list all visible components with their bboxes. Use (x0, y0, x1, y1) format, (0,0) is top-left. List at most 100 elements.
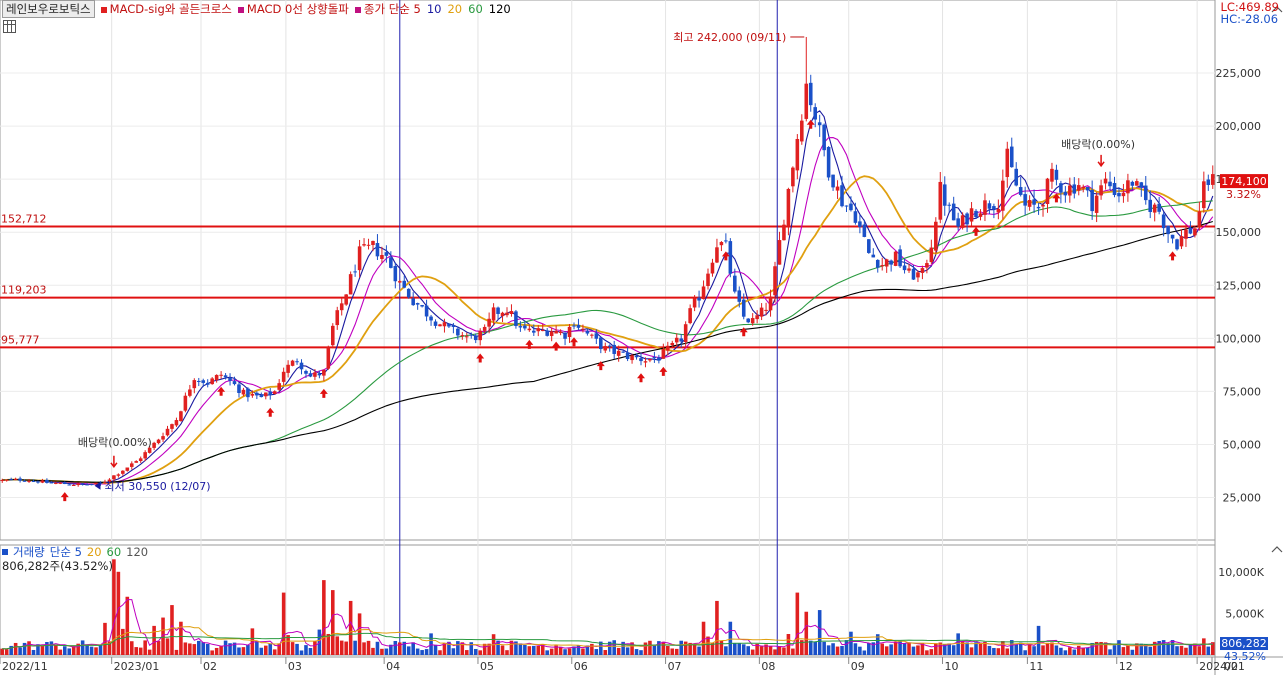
volume-bar (518, 643, 523, 655)
candle-body (58, 482, 63, 484)
volume-bar (31, 649, 36, 655)
candle-body (1193, 228, 1197, 236)
volume-bar (433, 644, 438, 655)
candle-body (701, 286, 706, 300)
candle-body (978, 213, 983, 217)
candle-body (402, 280, 407, 288)
volume-bar (969, 647, 974, 655)
volume-bar (737, 643, 742, 655)
candle-body (1005, 148, 1010, 178)
candle-body (1103, 178, 1108, 184)
buy-signal-arrow (972, 226, 981, 236)
candle-body (411, 298, 415, 306)
candle-body (241, 389, 246, 395)
volume-bar (487, 643, 491, 655)
vol-ma60-line (2, 632, 1213, 650)
volume-bar (1072, 649, 1077, 655)
date-tick-label: 2022/11 (2, 660, 48, 673)
candle-body (429, 316, 433, 321)
volume-bar (143, 640, 147, 655)
ma-legend: 종가 단순 5 (354, 1, 421, 17)
candle-body (1148, 199, 1153, 213)
candle-body (706, 273, 710, 287)
scroll-up-icon[interactable] (1271, 546, 1283, 553)
volume-bar (500, 645, 505, 655)
candle-body (960, 215, 965, 228)
volume-bar (831, 643, 835, 655)
volume-bar (701, 621, 706, 655)
candle-body (808, 82, 813, 106)
candle-body (433, 321, 438, 326)
volume-bar (867, 642, 871, 655)
candle-body (295, 361, 299, 363)
buy-signal-arrow (60, 492, 69, 502)
date-tick-label: 07 (668, 660, 682, 673)
volume-bar (715, 600, 719, 655)
candle-body (465, 336, 469, 338)
volume-bar (156, 641, 161, 655)
volume-bar (18, 647, 22, 655)
volume-bar (621, 641, 625, 655)
buy-signal-arrow (319, 388, 328, 398)
candle-body (849, 203, 853, 211)
volume-bar (259, 647, 264, 655)
candle-body (594, 333, 599, 339)
candle-body (210, 378, 214, 385)
volume-bar (335, 636, 340, 655)
candle-body (219, 374, 223, 376)
candle-body (724, 240, 728, 242)
ma120-legend: 120 (488, 2, 511, 16)
candle-body (188, 389, 192, 396)
current-volume-tag (1220, 637, 1268, 651)
volume-bar (791, 648, 795, 655)
volume-tick-label: 10,000K (1218, 566, 1264, 579)
vol-ma20-line (2, 626, 1213, 650)
candle-body (348, 274, 353, 295)
volume-bar (1068, 647, 1072, 655)
date-tick-label: 03 (288, 660, 302, 673)
volume-bar (1059, 647, 1063, 655)
candle-body (250, 393, 255, 396)
volume-bar (902, 643, 907, 655)
volume-bar (277, 643, 281, 655)
candle-body (603, 346, 608, 351)
volume-bar (322, 580, 326, 655)
volume-bar (438, 650, 442, 655)
candle-body (18, 478, 22, 481)
candle-body (862, 224, 867, 237)
volume-bar (916, 645, 920, 655)
volume-bar (523, 644, 527, 655)
volume-bar (920, 643, 925, 655)
volume-bar (666, 645, 670, 655)
candle-body (652, 357, 657, 359)
volume-bar (237, 647, 241, 655)
volume-bar (670, 648, 675, 655)
candle-body (1117, 193, 1121, 197)
volume-bar (304, 645, 308, 655)
volume-bar (1099, 641, 1103, 655)
candle-body (648, 358, 652, 361)
date-tick-label: 02 (203, 660, 217, 673)
stock-name[interactable]: 레인보우로보틱스 (2, 0, 95, 18)
candle-body (867, 239, 871, 253)
candle-body (572, 325, 576, 327)
scroll-up-icon[interactable] (1271, 6, 1283, 13)
volume-tick-label: 5,000K (1225, 607, 1264, 620)
candle-body (871, 254, 876, 258)
volume-bar (871, 642, 876, 655)
indicator-macd-cross-label: MACD-sig와 골든크로스 (109, 2, 232, 16)
grid-toggle-icon[interactable] (3, 20, 16, 33)
candle-body (299, 362, 304, 370)
volume-bar (1152, 641, 1157, 655)
volume-bar (782, 647, 786, 655)
volume-bar (107, 641, 112, 655)
volume-bar (447, 641, 451, 655)
volume-bar (947, 643, 952, 655)
candle-body (322, 369, 326, 376)
candle-body (902, 265, 907, 271)
volume-bar (683, 641, 688, 655)
ma10-line (2, 137, 1214, 485)
volume-bar (853, 643, 858, 655)
